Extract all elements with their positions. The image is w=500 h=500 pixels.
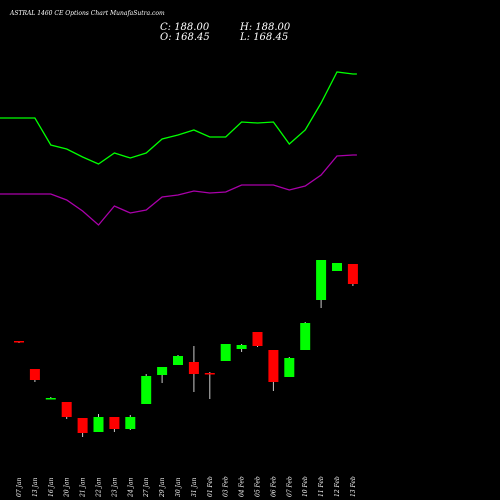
candle <box>268 350 279 391</box>
candle <box>204 372 215 399</box>
candle-body-up <box>141 376 152 404</box>
candle <box>125 415 136 430</box>
candles <box>14 260 358 437</box>
candle-body-up <box>173 356 183 365</box>
candle <box>29 369 40 382</box>
candle <box>157 367 168 383</box>
low-value: L: 168.45 <box>240 32 289 43</box>
candle <box>61 402 72 419</box>
candle <box>332 263 342 271</box>
candle-body-up <box>125 417 136 429</box>
x-tick-label: 03 Feb <box>223 476 230 497</box>
x-tick-label: 11 Feb <box>318 476 325 497</box>
candle <box>93 414 104 432</box>
candle-body-down <box>252 332 263 346</box>
x-tick-label: 07 Feb <box>286 476 293 497</box>
candle-body-up <box>316 260 327 300</box>
candle <box>316 260 327 308</box>
candle <box>284 357 295 377</box>
high-value: H: 188.00 <box>240 22 291 33</box>
candle <box>141 374 152 404</box>
x-tick-label: 22 Jan <box>96 477 103 498</box>
x-tick-label: 16 Jan <box>48 477 55 497</box>
candle-body-up <box>236 345 247 349</box>
candle-body-down <box>61 402 72 417</box>
candle <box>252 332 263 347</box>
candle-body-down <box>347 264 358 284</box>
candle <box>300 322 311 350</box>
candle <box>77 418 88 437</box>
x-tick-label: 30 Jan <box>175 477 182 497</box>
x-tick-label: 21 Jan <box>80 477 87 498</box>
candle-body-up <box>332 263 342 271</box>
candle-body-up <box>45 398 56 400</box>
candle-body-up <box>220 344 231 361</box>
x-tick-label: 20 Jan <box>64 477 71 498</box>
candle-body-down <box>188 362 199 374</box>
candle-body-down <box>204 373 215 375</box>
x-tick-label: 23 Jan <box>111 477 118 498</box>
candle <box>236 344 247 352</box>
x-tick-label: 12 Feb <box>334 476 341 497</box>
candle <box>220 344 231 361</box>
x-tick-label: 13 Jan <box>32 477 39 497</box>
candle <box>109 417 120 432</box>
chart-title: ASTRAL 1460 CE Options Chart MunafaSutra… <box>10 10 165 17</box>
candle-body-up <box>157 367 168 375</box>
x-tick-label: 06 Feb <box>270 476 277 497</box>
x-tick-label: 31 Jan <box>191 477 198 497</box>
candle-body-down <box>109 417 120 429</box>
x-tick-label: 05 Feb <box>255 476 262 497</box>
x-tick-label: 27 Jan <box>143 477 150 498</box>
x-tick-label: 10 Feb <box>302 476 309 497</box>
candle-body-down <box>14 341 24 343</box>
candle <box>188 346 199 392</box>
candle-body-up <box>300 323 311 350</box>
candle-body-up <box>93 417 104 432</box>
upper-band-line <box>0 71 357 165</box>
candle-body-down <box>29 369 40 380</box>
open-value: O: 168.45 <box>160 32 210 43</box>
candle <box>173 355 183 365</box>
candle <box>347 264 358 286</box>
x-tick-label: 07 Jan <box>16 477 23 497</box>
x-tick-label: 01 Feb <box>207 476 214 497</box>
indicator-bands <box>0 71 357 226</box>
x-tick-label: 29 Jan <box>159 477 166 498</box>
candle <box>14 341 24 343</box>
candle-body-up <box>284 358 295 377</box>
x-tick-label: 04 Feb <box>239 476 246 497</box>
candle-body-down <box>77 418 88 433</box>
x-tick-label: 13 Feb <box>350 476 357 497</box>
x-tick-label: 24 Jan <box>127 477 134 498</box>
close-value: C: 188.00 <box>160 22 210 33</box>
x-axis-ticks: 07 Jan 13 Jan 16 Jan 20 Jan 21 Jan 22 Jan 23 J… <box>16 476 357 498</box>
candle-body-down <box>268 350 279 382</box>
candle <box>45 397 56 400</box>
lower-band-line <box>0 154 357 226</box>
